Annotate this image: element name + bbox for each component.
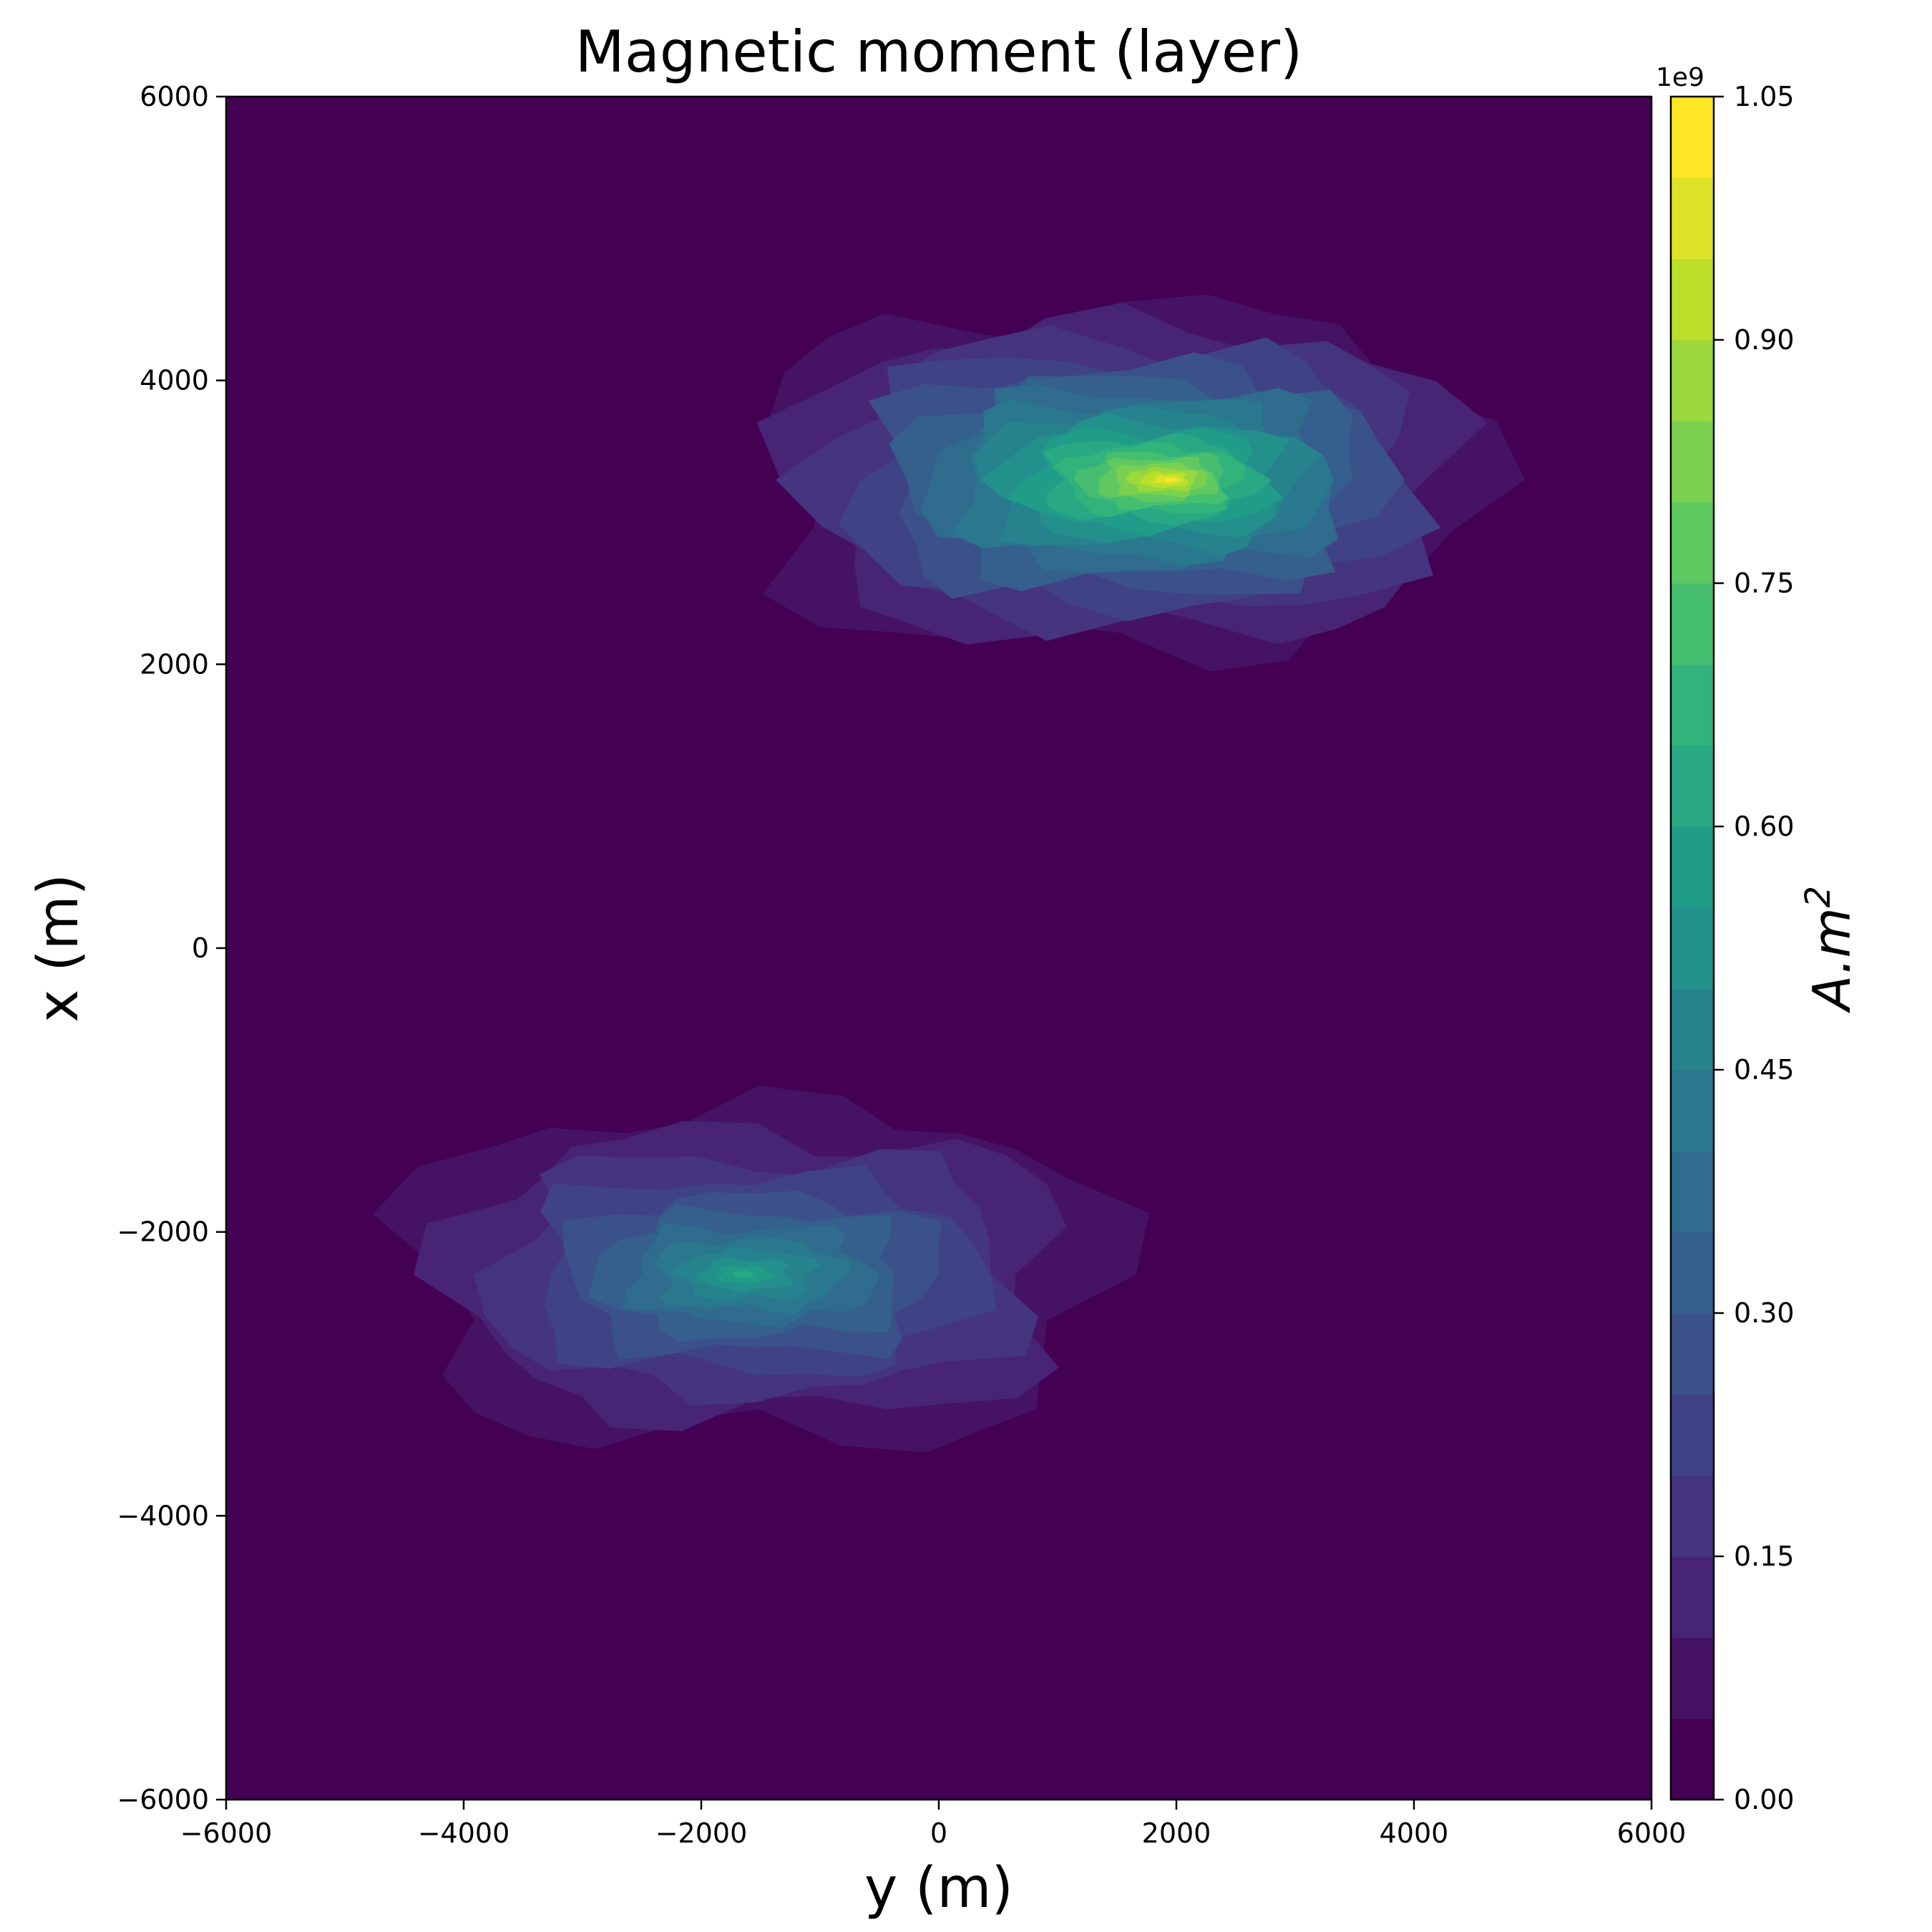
y-tick-label: −4000 [117, 1500, 209, 1531]
x-tick-label: 6000 [1617, 1818, 1687, 1849]
colorbar-tick-label: 0.00 [1734, 1784, 1795, 1815]
colorbar-ticks: 0.00 0.15 0.30 0.45 0.60 0.75 0.90 1.05 [1714, 81, 1795, 1815]
y-tick-label: −6000 [117, 1784, 209, 1815]
colorbar [1669, 95, 1715, 1801]
chart-title: Magnetic moment (layer) [575, 19, 1302, 85]
colorbar-label: A.m2 [1798, 886, 1862, 1013]
colorbar-band [1671, 745, 1714, 827]
y-axis-label: x (m) [26, 874, 91, 1023]
x-tick-label: −6000 [180, 1818, 273, 1849]
x-tick-label: 4000 [1380, 1818, 1449, 1849]
colorbar-offset-text: 1e9 [1656, 63, 1704, 92]
colorbar-band [1671, 421, 1714, 503]
plot-area [225, 95, 1653, 1801]
colorbar-band [1671, 583, 1714, 665]
contour-band [731, 1271, 755, 1278]
x-tick-label: −4000 [418, 1818, 510, 1849]
colorbar-tick-label: 0.30 [1734, 1297, 1795, 1329]
colorbar-frame [1669, 95, 1715, 1801]
x-tick-label: −2000 [655, 1818, 748, 1849]
colorbar-tick-label: 0.15 [1734, 1541, 1795, 1572]
colorbar-band [1671, 1313, 1714, 1395]
colorbar-band [1671, 340, 1714, 421]
colorbar-band [1671, 97, 1714, 178]
colorbar-band [1671, 1556, 1714, 1638]
y-axis-ticks: −6000 −4000 −2000 0 2000 4000 6000 [117, 81, 226, 1815]
y-tick-label: 2000 [140, 648, 209, 680]
colorbar-band [1671, 664, 1714, 746]
x-axis-ticks: −6000 −4000 −2000 0 2000 4000 6000 [180, 1800, 1687, 1849]
colorbar-band [1671, 177, 1714, 260]
colorbar-tick-label: 1.05 [1734, 81, 1795, 112]
colorbar-band [1671, 1231, 1714, 1314]
colorbar-tick-label: 0.60 [1734, 811, 1795, 842]
colorbar-tick-label: 0.90 [1734, 324, 1795, 356]
colorbar-band [1671, 1475, 1714, 1557]
colorbar-band [1671, 502, 1714, 584]
y-tick-label: −2000 [117, 1216, 209, 1248]
colorbar-tick-label: 0.75 [1734, 567, 1795, 599]
x-tick-label: 0 [930, 1818, 947, 1849]
contour-band [1164, 477, 1177, 482]
y-tick-label: 6000 [140, 81, 209, 112]
colorbar-band [1671, 1637, 1714, 1719]
y-tick-label: 4000 [140, 365, 209, 396]
colorbar-band [1671, 1070, 1714, 1151]
colorbar-band [1671, 1718, 1714, 1800]
colorbar-band [1671, 1151, 1714, 1233]
colorbar-band [1671, 826, 1714, 908]
contour-layer [373, 294, 1525, 1453]
x-tick-label: 2000 [1142, 1818, 1211, 1849]
x-axis-label: y (m) [864, 1856, 1013, 1921]
colorbar-band [1671, 258, 1714, 341]
colorbar-tick-label: 0.45 [1734, 1054, 1795, 1085]
colorbar-band [1671, 1394, 1714, 1476]
colorbar-band [1671, 907, 1714, 990]
colorbar-band [1671, 988, 1714, 1070]
y-tick-label: 0 [192, 932, 209, 964]
